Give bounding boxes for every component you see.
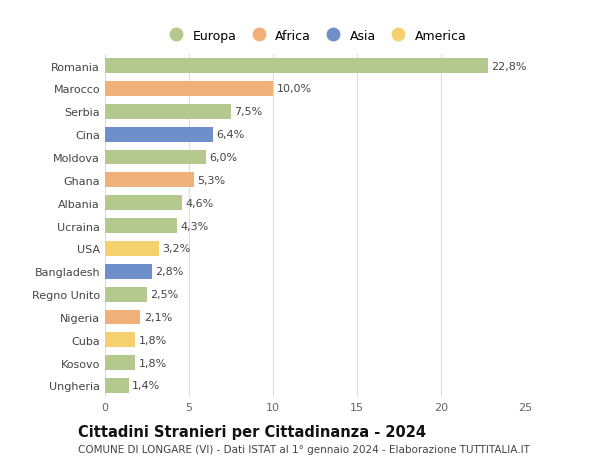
Text: 1,8%: 1,8%: [139, 335, 167, 345]
Text: 22,8%: 22,8%: [491, 62, 527, 72]
Text: 1,8%: 1,8%: [139, 358, 167, 368]
Bar: [105, 310, 140, 325]
Bar: [105, 378, 128, 393]
Text: 4,3%: 4,3%: [181, 221, 209, 231]
Text: Cittadini Stranieri per Cittadinanza - 2024: Cittadini Stranieri per Cittadinanza - 2…: [78, 425, 426, 440]
Bar: [105, 173, 194, 188]
Text: 6,0%: 6,0%: [209, 153, 237, 162]
Text: COMUNE DI LONGARE (VI) - Dati ISTAT al 1° gennaio 2024 - Elaborazione TUTTITALIA: COMUNE DI LONGARE (VI) - Dati ISTAT al 1…: [78, 444, 530, 454]
Bar: [105, 333, 135, 347]
Bar: [105, 264, 152, 279]
Bar: [105, 150, 206, 165]
Text: 1,4%: 1,4%: [132, 381, 160, 391]
Bar: [105, 59, 488, 74]
Text: 2,5%: 2,5%: [151, 290, 179, 299]
Bar: [105, 196, 182, 211]
Bar: [105, 218, 177, 234]
Bar: [105, 128, 212, 142]
Legend: Europa, Africa, Asia, America: Europa, Africa, Asia, America: [161, 27, 469, 45]
Bar: [105, 241, 159, 256]
Text: 5,3%: 5,3%: [197, 175, 226, 185]
Text: 6,4%: 6,4%: [216, 130, 244, 140]
Text: 2,1%: 2,1%: [143, 312, 172, 322]
Bar: [105, 287, 147, 302]
Bar: [105, 105, 231, 119]
Text: 3,2%: 3,2%: [162, 244, 190, 254]
Text: 2,8%: 2,8%: [155, 267, 184, 277]
Bar: [105, 82, 273, 97]
Text: 7,5%: 7,5%: [235, 107, 263, 117]
Text: 4,6%: 4,6%: [185, 198, 214, 208]
Text: 10,0%: 10,0%: [277, 84, 311, 94]
Bar: [105, 355, 135, 370]
